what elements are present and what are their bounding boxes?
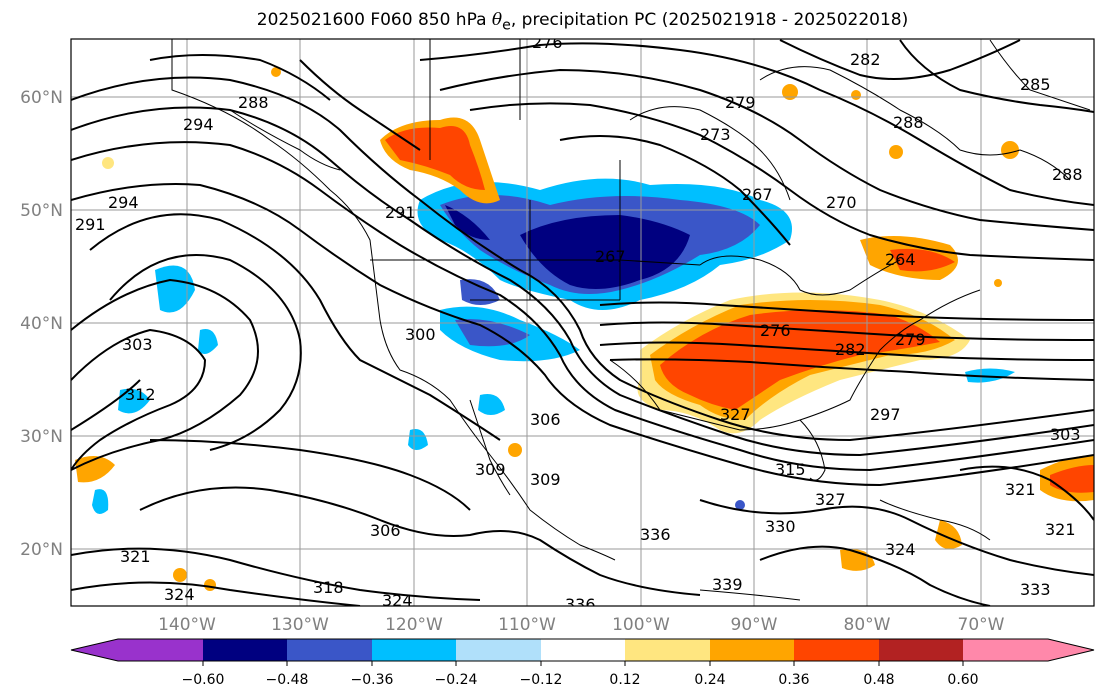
lon-label: 70°W (958, 615, 1005, 635)
contour-label: 279 (895, 330, 926, 349)
contour-label: 285 (1020, 75, 1051, 94)
contour-label: 291 (75, 215, 106, 234)
colorbar-extend-min (71, 639, 118, 661)
contour-label: 324 (885, 540, 916, 559)
contour-label: 336 (565, 595, 596, 614)
contour-label: 267 (595, 247, 626, 266)
colorbar-swatch (287, 639, 372, 661)
lat-label: 40°N (20, 314, 63, 334)
contour-label: 276 (532, 33, 563, 52)
contour-label: 336 (640, 525, 671, 544)
lon-label: 140°W (158, 615, 216, 635)
contour-label: 324 (382, 591, 413, 610)
contour-label: 330 (765, 517, 796, 536)
contour-label: 321 (120, 547, 151, 566)
colorbar-tick-label: −0.12 (520, 672, 563, 688)
lon-label: 120°W (385, 615, 443, 635)
theta-e-contours (71, 39, 1094, 606)
lon-label: 130°W (271, 615, 329, 635)
contour-label: 267 (742, 185, 773, 204)
contour-label: 309 (475, 460, 506, 479)
colorbar-tick-labels: −0.60 −0.48 −0.36 −0.24 −0.12 0.12 0.24 … (182, 672, 979, 688)
precip-shading (75, 67, 1094, 591)
lon-label: 80°W (844, 615, 891, 635)
colorbar-swatch (541, 639, 625, 661)
contour-label: 282 (835, 340, 866, 359)
lat-label: 50°N (20, 201, 63, 221)
colorbar-tick-label: 0.60 (947, 672, 978, 688)
contour-label: 327 (720, 405, 751, 424)
contour-label: 309 (530, 470, 561, 489)
colorbar-extend-max (1048, 639, 1094, 661)
contour-label: 333 (1020, 580, 1051, 599)
lat-label: 20°N (20, 540, 63, 560)
lat-label: 60°N (20, 88, 63, 108)
colorbar-swatch (203, 639, 287, 661)
map-plot-area: 276 288 294 291 294 291 279 273 288 282 … (71, 33, 1094, 614)
colorbar-tick-label: −0.48 (266, 672, 309, 688)
colorbar-swatch (456, 639, 541, 661)
contour-label: 279 (725, 93, 756, 112)
map-title: 2025021600 F060 850 hPa θe, precipitatio… (256, 10, 909, 34)
colorbar-swatch (879, 639, 963, 661)
graticule (71, 39, 1094, 606)
colorbar-swatch (372, 639, 456, 661)
contour-label: 291 (385, 203, 416, 222)
colorbar-tick-label: 0.36 (778, 672, 809, 688)
contour-label: 303 (122, 335, 153, 354)
colorbar-tick-label: −0.24 (435, 672, 478, 688)
colorbar-swatch (794, 639, 879, 661)
lon-label: 100°W (612, 615, 670, 635)
lat-label: 30°N (20, 427, 63, 447)
colorbar-swatch (118, 639, 203, 661)
colorbar-tick-label: 0.12 (609, 672, 640, 688)
colorbar-tick-label: −0.60 (182, 672, 225, 688)
colorbar-tick-label: 0.24 (694, 672, 725, 688)
contour-label: 273 (700, 125, 731, 144)
lon-label: 90°W (731, 615, 778, 635)
contour-label: 339 (712, 575, 743, 594)
contour-label: 306 (530, 410, 561, 429)
colorbar-tick-label: 0.48 (863, 672, 894, 688)
contour-label: 324 (164, 585, 195, 604)
contour-label: 318 (313, 578, 344, 597)
contour-label: 297 (870, 405, 901, 424)
contour-label: 282 (850, 50, 881, 69)
contour-label-group: 276 288 294 291 294 291 279 273 288 282 … (75, 33, 1083, 614)
contour-label: 270 (826, 193, 857, 212)
colorbar-swatch (963, 639, 1048, 661)
contour-label: 288 (238, 93, 269, 112)
contour-label: 276 (760, 321, 791, 340)
longitude-labels: 140°W 130°W 120°W 110°W 100°W 90°W 80°W … (158, 615, 1005, 635)
lon-label: 110°W (498, 615, 556, 635)
contour-label: 288 (1052, 165, 1083, 184)
map-frame (70, 38, 1095, 607)
contour-label: 315 (775, 460, 806, 479)
colorbar-swatch (625, 639, 710, 661)
latitude-labels: 60°N 50°N 40°N 30°N 20°N (20, 88, 63, 560)
contour-label: 288 (893, 113, 924, 132)
colorbar: −0.60 −0.48 −0.36 −0.24 −0.12 0.12 0.24 … (70, 638, 1095, 688)
contour-label: 294 (108, 193, 139, 212)
colorbar-outline (70, 638, 1095, 662)
contour-label: 294 (183, 115, 214, 134)
contour-label: 321 (1045, 520, 1076, 539)
contour-label: 303 (1050, 425, 1081, 444)
contour-label: 264 (885, 250, 916, 269)
contour-label: 300 (405, 325, 436, 344)
contour-label: 312 (125, 385, 156, 404)
colorbar-ticks (202, 661, 964, 666)
colorbar-tick-label: −0.36 (351, 672, 394, 688)
contour-label: 321 (1005, 480, 1036, 499)
contour-label: 306 (370, 521, 401, 540)
contour-label: 327 (815, 490, 846, 509)
colorbar-swatch (710, 639, 794, 661)
